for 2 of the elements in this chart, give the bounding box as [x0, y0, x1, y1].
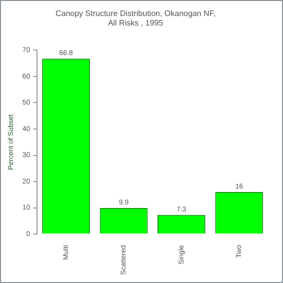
chart-subtitle: All Risks , 1995 — [108, 18, 164, 28]
chart-title: Canopy Structure Distribution, Okanogan NF, — [55, 9, 216, 18]
